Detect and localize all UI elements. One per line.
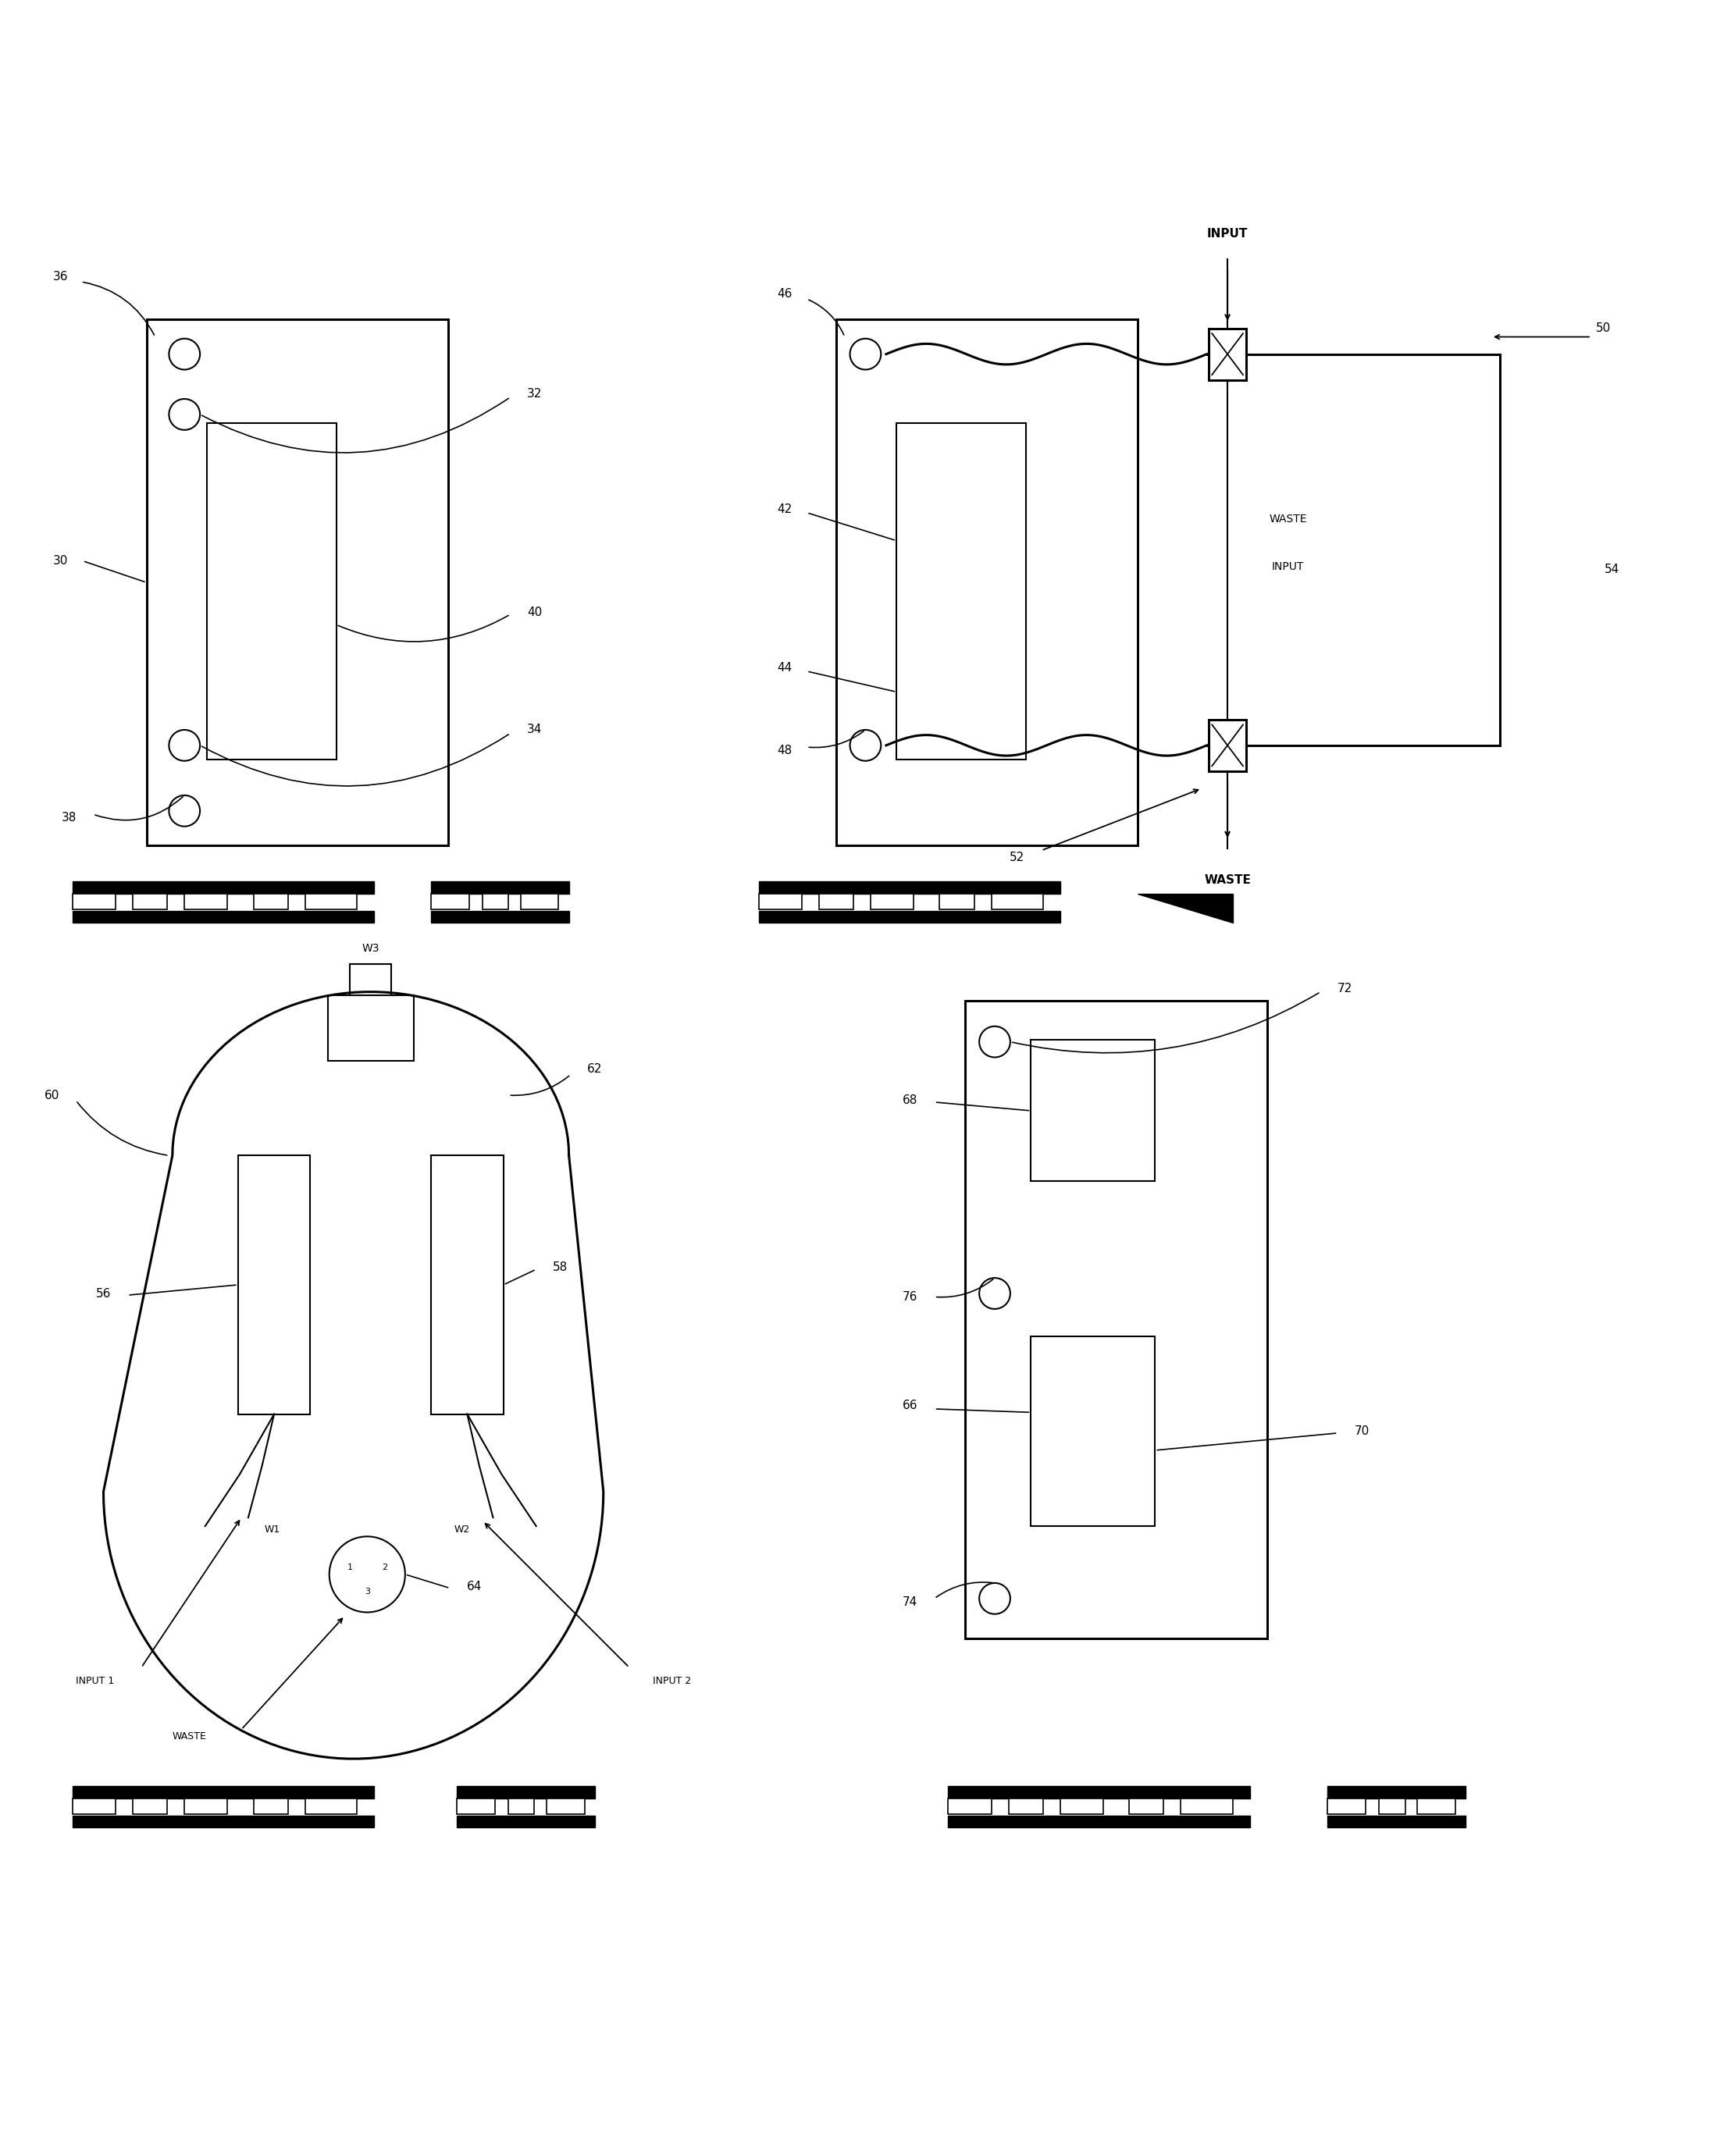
- Text: 46: 46: [778, 289, 791, 300]
- Bar: [184, 893, 228, 910]
- Bar: [547, 1798, 584, 1813]
- Bar: [72, 910, 374, 923]
- Bar: [896, 423, 1026, 759]
- Bar: [1379, 1798, 1405, 1813]
- Text: 62: 62: [588, 1063, 602, 1076]
- Bar: [1417, 1798, 1455, 1813]
- Text: 60: 60: [45, 1089, 59, 1102]
- Bar: [1209, 328, 1246, 379]
- Bar: [72, 893, 116, 910]
- Text: 58: 58: [553, 1261, 567, 1274]
- Text: 44: 44: [778, 662, 791, 673]
- Text: 70: 70: [1355, 1425, 1369, 1438]
- Bar: [759, 882, 1060, 893]
- Bar: [72, 1815, 374, 1828]
- Text: 66: 66: [903, 1399, 917, 1412]
- Bar: [431, 893, 469, 910]
- Text: 38: 38: [62, 813, 76, 824]
- Bar: [1209, 720, 1246, 772]
- Bar: [238, 1156, 310, 1414]
- Text: INPUT: INPUT: [1272, 561, 1303, 573]
- Bar: [483, 893, 509, 910]
- Polygon shape: [1138, 893, 1233, 923]
- Bar: [431, 910, 569, 923]
- Text: 48: 48: [778, 744, 791, 757]
- Bar: [819, 893, 853, 910]
- Bar: [253, 1798, 288, 1813]
- Text: 76: 76: [903, 1291, 917, 1302]
- Bar: [1009, 1798, 1043, 1813]
- Text: 1: 1: [347, 1563, 353, 1572]
- Bar: [72, 1798, 116, 1813]
- Text: 56: 56: [97, 1287, 110, 1300]
- Bar: [184, 1798, 228, 1813]
- Bar: [948, 1787, 1250, 1798]
- Bar: [207, 423, 336, 759]
- Text: 3: 3: [364, 1587, 371, 1595]
- Bar: [133, 893, 167, 910]
- Bar: [305, 893, 357, 910]
- Text: 74: 74: [903, 1595, 917, 1608]
- Text: 42: 42: [778, 502, 791, 515]
- Bar: [1327, 1815, 1465, 1828]
- Bar: [1181, 1798, 1233, 1813]
- Bar: [431, 1156, 503, 1414]
- Text: WASTE: WASTE: [172, 1731, 207, 1742]
- Text: 36: 36: [53, 272, 67, 282]
- Text: WASTE: WASTE: [1203, 873, 1252, 886]
- Bar: [72, 1787, 374, 1798]
- Text: 72: 72: [1338, 983, 1352, 994]
- Bar: [509, 1798, 534, 1813]
- Bar: [836, 319, 1138, 845]
- Bar: [1060, 1798, 1103, 1813]
- Bar: [1031, 1039, 1155, 1181]
- Bar: [759, 910, 1060, 923]
- Bar: [133, 1798, 167, 1813]
- Bar: [871, 893, 914, 910]
- Text: 52: 52: [1010, 852, 1024, 862]
- Bar: [1031, 1337, 1155, 1526]
- Text: INPUT 1: INPUT 1: [76, 1675, 114, 1686]
- Bar: [328, 996, 414, 1061]
- Bar: [253, 893, 288, 910]
- Bar: [1129, 1798, 1164, 1813]
- Bar: [305, 1798, 357, 1813]
- Text: INPUT 2: INPUT 2: [653, 1675, 691, 1686]
- Bar: [147, 319, 448, 845]
- Text: 30: 30: [53, 554, 67, 567]
- Text: WASTE: WASTE: [1269, 513, 1307, 524]
- Bar: [965, 1000, 1267, 1639]
- Text: 54: 54: [1605, 563, 1619, 576]
- Text: 2: 2: [381, 1563, 388, 1572]
- Bar: [948, 1815, 1250, 1828]
- Text: INPUT: INPUT: [1207, 229, 1248, 239]
- Bar: [457, 1815, 595, 1828]
- Bar: [521, 893, 559, 910]
- Text: W3: W3: [362, 944, 379, 955]
- Text: 40: 40: [528, 606, 541, 619]
- Bar: [431, 882, 569, 893]
- Bar: [457, 1787, 595, 1798]
- Bar: [991, 893, 1043, 910]
- Bar: [1327, 1787, 1465, 1798]
- Text: 32: 32: [528, 388, 541, 399]
- Text: 68: 68: [903, 1095, 917, 1106]
- Text: W2: W2: [453, 1524, 471, 1535]
- Bar: [759, 893, 802, 910]
- Bar: [457, 1798, 495, 1813]
- Bar: [72, 882, 374, 893]
- Text: 34: 34: [528, 724, 541, 735]
- Text: 50: 50: [1596, 323, 1610, 334]
- Text: 64: 64: [467, 1580, 481, 1593]
- Bar: [940, 893, 974, 910]
- Bar: [350, 964, 391, 996]
- Bar: [1327, 1798, 1365, 1813]
- Bar: [948, 1798, 991, 1813]
- Text: W1: W1: [264, 1524, 281, 1535]
